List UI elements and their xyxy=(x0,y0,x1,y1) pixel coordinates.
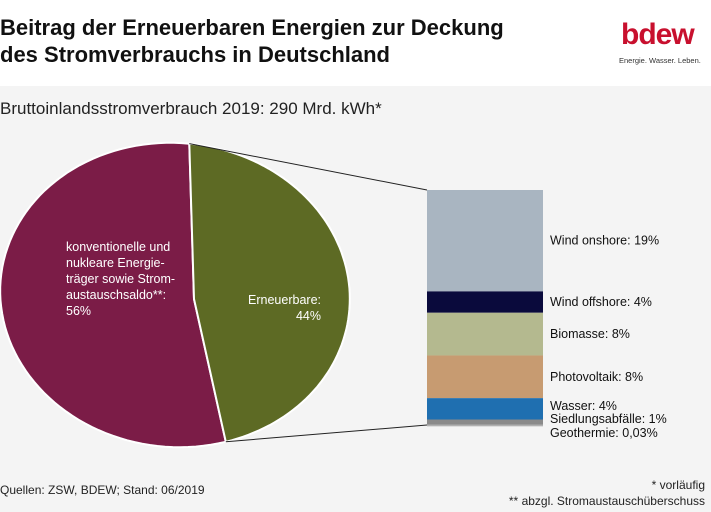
footnote-exchange: ** abzgl. Stromaustauschüberschuss xyxy=(508,494,705,508)
pie-label-konventionell-2: träger sowie Strom- xyxy=(66,272,175,286)
bar-label-wasser: Wasser: 4% xyxy=(550,399,617,413)
title-line-1: Beitrag der Erneuerbaren Energien zur De… xyxy=(0,15,504,40)
pie-label-konventionell-3: austauschsaldo**: xyxy=(66,288,166,302)
bdew-logo: bdew xyxy=(621,18,695,51)
source-note: Quellen: ZSW, BDEW; Stand: 06/2019 xyxy=(0,483,205,497)
pie-slice-erneuerbare xyxy=(188,142,351,444)
chart-subtitle: Bruttoinlandsstromverbrauch 2019: 290 Mr… xyxy=(0,99,382,118)
bar-label-biomasse: Biomasse: 8% xyxy=(550,327,630,341)
bar-label-photovoltaik: Photovoltaik: 8% xyxy=(550,370,643,384)
pie-label-konventionell-4: 56% xyxy=(66,304,91,318)
pie-label-erneuerbare-1: 44% xyxy=(296,309,321,323)
chart-area: Bruttoinlandsstromverbrauch 2019: 290 Mr… xyxy=(0,86,711,512)
bar-label-geothermie: Geothermie: 0,03% xyxy=(550,426,658,440)
bar-segment-wind-offshore xyxy=(427,291,543,313)
bar-segment-wind-onshore xyxy=(427,190,543,292)
chart-svg: konventionelle und nukleare Energie-träge… xyxy=(0,141,667,449)
pie-label-konventionell-1: nukleare Energie- xyxy=(66,256,165,270)
bar-segment-geothermie xyxy=(427,424,543,427)
bar-label-wind-offshore: Wind offshore: 4% xyxy=(550,295,652,309)
logo-tagline: Energie. Wasser. Leben. xyxy=(619,56,701,65)
pie-slice-konventionell xyxy=(0,141,227,449)
bar-label-siedlungsabf-lle: Siedlungsabfälle: 1% xyxy=(550,412,667,426)
pie-label-konventionell-0: konventionelle und xyxy=(66,240,170,254)
bar-segment-photovoltaik xyxy=(427,355,543,399)
connector-line-bottom xyxy=(225,424,428,443)
bar-segment-wasser xyxy=(427,398,543,420)
header: Beitrag der Erneuerbaren Energien zur De… xyxy=(0,0,711,86)
pie-label-erneuerbare-0: Erneuerbare: xyxy=(248,293,321,307)
footnote-preliminary: * vorläufig xyxy=(651,478,705,492)
title-line-2: des Stromverbrauchs in Deutschland xyxy=(0,42,390,67)
bar-label-wind-onshore: Wind onshore: 19% xyxy=(550,234,659,248)
bar-segment-biomasse xyxy=(427,312,543,356)
connector-line-top xyxy=(189,143,428,191)
bar-segment-siedlungsabf-lle xyxy=(427,419,543,425)
